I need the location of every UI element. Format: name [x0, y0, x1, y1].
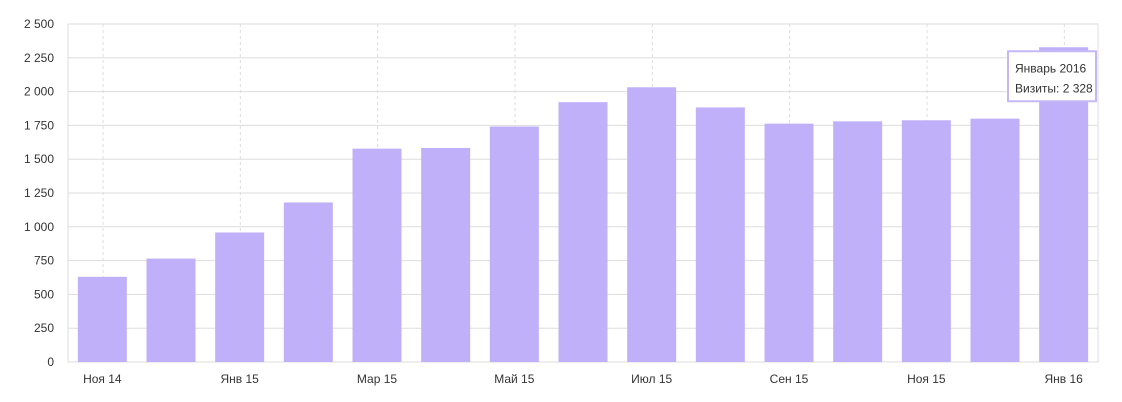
x-tick-label: Мар 15 — [357, 372, 397, 386]
bar[interactable] — [558, 102, 608, 362]
x-axis: Ноя 14 Янв 15 Мар 15 Май 15 Июл 15 Сен 15 Ноя … — [83, 372, 1083, 386]
bar[interactable] — [833, 121, 883, 363]
x-tick-label: Ноя 14 — [83, 372, 122, 386]
x-tick-label: Сен 15 — [770, 372, 809, 386]
bar[interactable] — [77, 276, 127, 362]
y-tick-label: 1 000 — [24, 220, 54, 234]
x-tick-label: Янв 15 — [220, 372, 259, 386]
y-tick-label: 1 750 — [24, 118, 54, 132]
bar[interactable] — [627, 87, 677, 363]
bar[interactable] — [695, 107, 745, 363]
tooltip-box — [1007, 50, 1097, 103]
y-tick-label: 1 500 — [24, 152, 54, 166]
y-tick-label: 1 250 — [24, 186, 54, 200]
bar[interactable] — [764, 123, 814, 363]
y-tick-label: 2 000 — [24, 85, 54, 99]
y-tick-label: 500 — [34, 287, 54, 301]
bar[interactable] — [970, 118, 1020, 362]
tooltip-value: Визиты: 2 328 — [1015, 81, 1093, 95]
bar[interactable] — [215, 232, 265, 362]
bars — [77, 47, 1089, 363]
y-tick-label: 2 250 — [24, 51, 54, 65]
y-tick-label: 0 — [47, 355, 54, 369]
y-axis: 0 250 500 750 1 000 1 250 1 500 1 750 2 000 2 250… — [24, 17, 54, 369]
bar[interactable] — [146, 258, 196, 362]
x-tick-label: Май 15 — [494, 372, 535, 386]
y-tick-label: 250 — [34, 321, 54, 335]
y-tick-label: 2 500 — [24, 17, 54, 31]
bar[interactable] — [421, 147, 471, 362]
x-tick-label: Июл 15 — [631, 372, 672, 386]
x-tick-label: Ноя 15 — [907, 372, 946, 386]
bar[interactable] — [283, 202, 333, 362]
y-tick-label: 750 — [34, 254, 54, 268]
bar[interactable] — [489, 126, 539, 362]
x-tick-label: Янв 16 — [1044, 372, 1083, 386]
tooltip-title: Январь 2016 — [1015, 61, 1086, 75]
tooltip: Январь 2016 Визиты: 2 328 — [1007, 50, 1097, 103]
bar[interactable] — [352, 148, 402, 362]
bar[interactable] — [901, 120, 951, 363]
